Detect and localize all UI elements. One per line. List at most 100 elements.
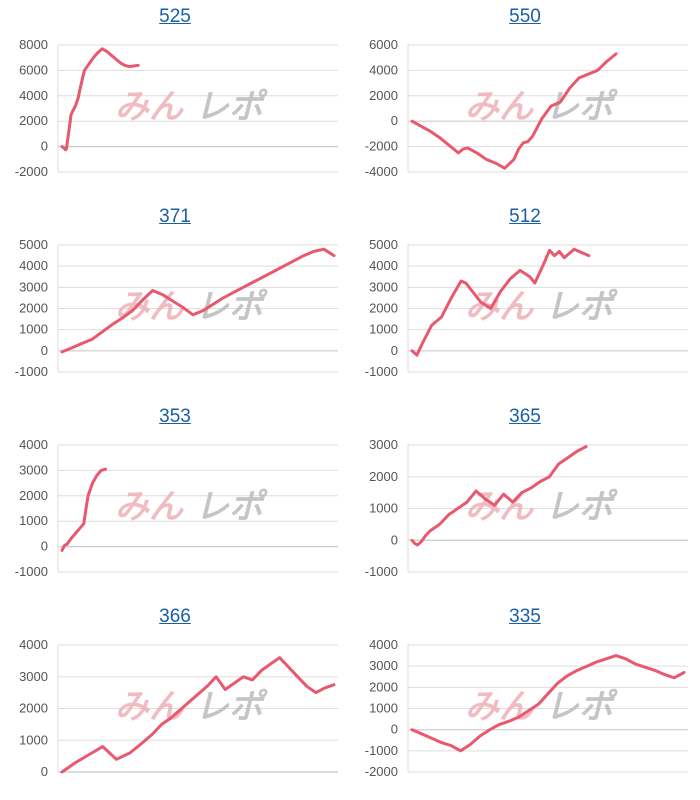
y-tick-label: 4000	[369, 62, 398, 77]
y-tick-label: 1000	[369, 701, 398, 716]
series-line	[60, 467, 107, 552]
chart-panel-525: 8000 6000 4000 2000 0 -2000 みん レポ 525	[0, 0, 350, 200]
y-tick-label: -1000	[15, 564, 48, 579]
chart-title-link[interactable]: 525	[159, 6, 191, 27]
y-tick-label: 5000	[369, 237, 398, 252]
chart-366: 4000 3000 2000 1000 0 みん レポ	[19, 637, 338, 779]
y-tick-label: 1000	[19, 322, 48, 337]
svg-text:レポ: レポ	[545, 87, 618, 127]
chart-panel-365: 3000 2000 1000 0 -1000 みん レポ 365	[350, 400, 700, 600]
y-tick-label: 1000	[19, 513, 48, 528]
chart-title-link[interactable]: 353	[159, 406, 191, 427]
chart-353: 4000 3000 2000 1000 0 -1000 みん レポ	[15, 437, 338, 579]
svg-text:みん: みん	[465, 687, 534, 727]
y-tick-label: 3000	[369, 658, 398, 673]
chart-panel-366: 4000 3000 2000 1000 0 みん レポ 366	[0, 600, 350, 800]
y-tick-label: 2000	[19, 113, 48, 128]
y-tick-label: 2000	[19, 701, 48, 716]
y-tick-label: 0	[41, 539, 48, 554]
chart-title-link[interactable]: 366	[159, 606, 191, 627]
y-tick-label: 4000	[19, 258, 48, 273]
y-tick-label: 4000	[19, 437, 48, 452]
svg-text:レポ: レポ	[195, 687, 268, 727]
watermark-logo: みん レポ	[465, 87, 618, 127]
watermark-logo: みん レポ	[465, 487, 618, 527]
chart-title-link[interactable]: 335	[509, 606, 541, 627]
y-tick-label: 4000	[19, 637, 48, 652]
watermark-logo: みん レポ	[115, 87, 268, 127]
y-tick-label: 1000	[19, 732, 48, 747]
chart-title-link[interactable]: 512	[509, 206, 541, 227]
y-tick-label: 0	[41, 139, 48, 154]
y-tick-label: 2000	[369, 679, 398, 694]
chart-525: 8000 6000 4000 2000 0 -2000 みん レポ	[15, 37, 338, 179]
y-tick-label: 3000	[369, 437, 398, 452]
y-tick-label: 2000	[369, 88, 398, 103]
y-tick-label: 8000	[19, 37, 48, 52]
chart-panel-550: 6000 4000 2000 0 -2000 -4000 みん レポ 550	[350, 0, 700, 200]
chart-title-link[interactable]: 550	[509, 6, 541, 27]
y-tick-label: -4000	[365, 164, 398, 179]
y-tick-label: 2000	[369, 301, 398, 316]
y-tick-label: 1000	[369, 322, 398, 337]
y-tick-label: -1000	[365, 564, 398, 579]
y-tick-label: -2000	[15, 164, 48, 179]
series-line	[60, 656, 336, 774]
series-line	[410, 247, 591, 357]
y-tick-label: 0	[41, 764, 48, 779]
chart-panel-512: 5000 4000 3000 2000 1000 0 -1000 みん レポ 512	[350, 200, 700, 400]
y-tick-label: 0	[391, 722, 398, 737]
svg-text:レポ: レポ	[545, 687, 618, 727]
watermark-logo: みん レポ	[115, 687, 268, 727]
svg-text:みん: みん	[115, 87, 184, 127]
y-tick-label: 3000	[19, 669, 48, 684]
series-line	[60, 247, 336, 354]
watermark-logo: みん レポ	[115, 487, 268, 527]
y-tick-label: 3000	[19, 279, 48, 294]
y-tick-label: 3000	[369, 279, 398, 294]
y-tick-label: 5000	[19, 237, 48, 252]
y-tick-label: 4000	[369, 258, 398, 273]
series-line	[410, 52, 618, 170]
y-tick-label: 3000	[19, 462, 48, 477]
chart-550: 6000 4000 2000 0 -2000 -4000 みん レポ	[365, 37, 688, 179]
y-tick-label: -1000	[365, 364, 398, 379]
chart-title-link[interactable]: 371	[159, 206, 191, 227]
y-tick-label: 0	[41, 343, 48, 358]
svg-text:みん: みん	[465, 87, 534, 127]
y-tick-label: 2000	[19, 488, 48, 503]
svg-text:レポ: レポ	[545, 487, 618, 527]
watermark-logo: みん レポ	[465, 687, 618, 727]
chart-title-link[interactable]: 365	[509, 406, 541, 427]
y-tick-label: 0	[391, 532, 398, 547]
series-line	[410, 445, 588, 547]
y-tick-label: 1000	[369, 501, 398, 516]
chart-panel-371: 5000 4000 3000 2000 1000 0 -1000 みん レポ 371	[0, 200, 350, 400]
chart-panel-335: 4000 3000 2000 1000 0 -1000 -2000 みん レポ 335	[350, 600, 700, 800]
y-tick-label: 4000	[19, 88, 48, 103]
chart-panel-353: 4000 3000 2000 1000 0 -1000 みん レポ 353	[0, 400, 350, 600]
y-tick-label: -1000	[15, 364, 48, 379]
y-tick-label: -2000	[365, 139, 398, 154]
y-tick-label: 6000	[19, 62, 48, 77]
svg-text:みん: みん	[115, 487, 184, 527]
y-tick-label: 0	[391, 113, 398, 128]
chart-335: 4000 3000 2000 1000 0 -1000 -2000 みん レポ	[365, 637, 688, 779]
y-tick-label: -1000	[365, 743, 398, 758]
svg-text:みん: みん	[115, 687, 184, 727]
y-tick-label: -2000	[365, 764, 398, 779]
svg-text:レポ: レポ	[545, 287, 618, 327]
y-tick-label: 2000	[19, 301, 48, 316]
y-tick-label: 0	[391, 343, 398, 358]
y-tick-label: 2000	[369, 469, 398, 484]
series-line	[410, 654, 686, 753]
y-tick-label: 4000	[369, 637, 398, 652]
svg-text:レポ: レポ	[195, 487, 268, 527]
y-tick-label: 6000	[369, 37, 398, 52]
series-line	[60, 47, 140, 152]
chart-365: 3000 2000 1000 0 -1000 みん レポ	[365, 437, 688, 579]
svg-text:レポ: レポ	[195, 87, 268, 127]
